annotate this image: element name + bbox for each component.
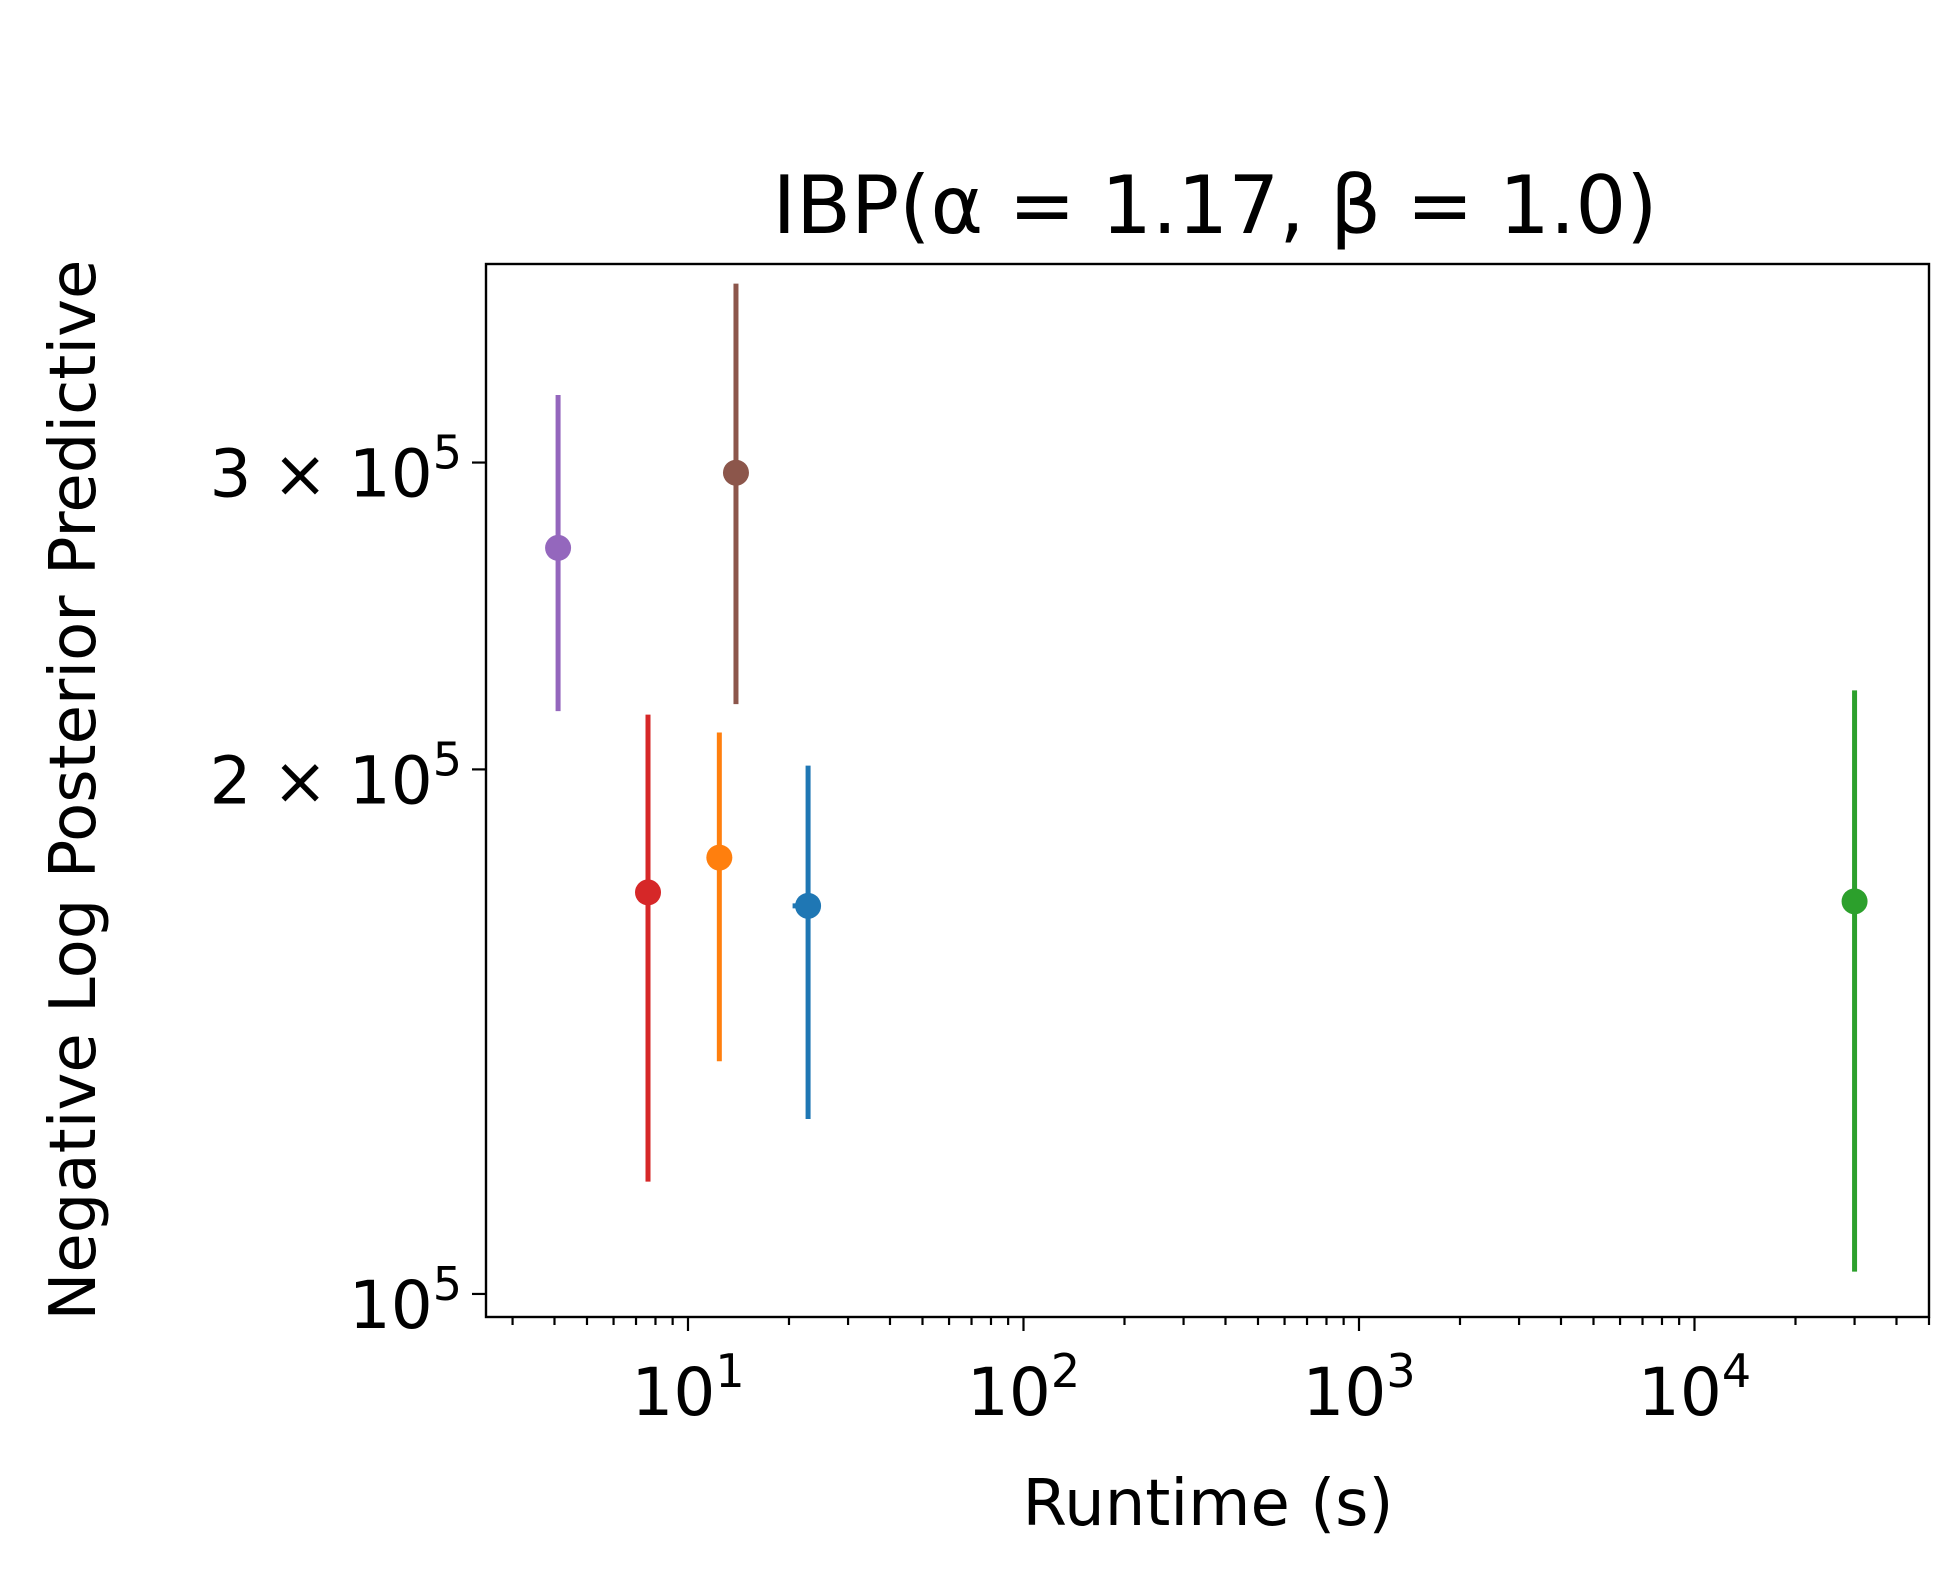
x-tick-label-2: 103 <box>1302 1344 1415 1431</box>
data-point-2 <box>635 879 662 906</box>
y-axis-label: Negative Log Posterior Predictive <box>37 260 111 1321</box>
plot-area <box>545 283 1868 1272</box>
y-axis: 105 2 × 105 3 × 105 <box>209 426 486 1344</box>
x-tick-label-3: 104 <box>1638 1344 1751 1431</box>
y-tick-label-1: 2 × 105 <box>209 732 462 819</box>
x-tick-label-1: 102 <box>967 1344 1080 1431</box>
plot-frame <box>484 262 1931 1319</box>
data-point-4 <box>795 892 822 919</box>
chart-title: IBP(α = 1.17, β = 1.0) <box>773 159 1658 252</box>
x-axis: 101 102 103 104 <box>511 1317 1931 1431</box>
y-tick-label-2: 3 × 105 <box>209 426 462 513</box>
data-point-0 <box>545 534 572 561</box>
x-axis-label: Runtime (s) <box>1023 1467 1394 1541</box>
data-point-3 <box>706 844 733 871</box>
data-point-5 <box>1841 888 1868 915</box>
data-point-1 <box>722 459 749 486</box>
y-tick-label-0: 105 <box>349 1257 462 1344</box>
x-tick-label-0: 101 <box>631 1344 744 1431</box>
